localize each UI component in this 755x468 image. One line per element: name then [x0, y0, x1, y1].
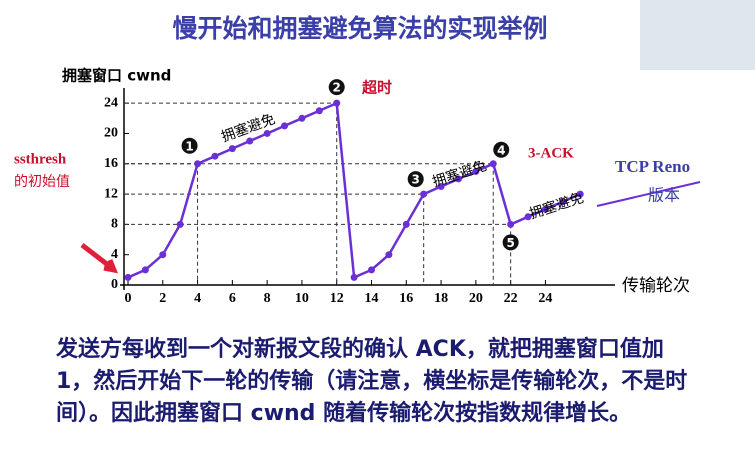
data-point — [211, 152, 219, 160]
data-point — [437, 183, 445, 190]
marker-badge — [502, 234, 519, 251]
data-point — [298, 114, 306, 122]
y-axis-label: 拥塞窗口 cwnd — [62, 67, 171, 85]
annotation: TCP Reno — [615, 157, 690, 176]
data-point — [228, 145, 236, 153]
annotation: ssthresh — [14, 151, 67, 167]
data-point — [420, 190, 428, 198]
data-line — [127, 101, 581, 280]
y-tick-label: 20 — [104, 126, 118, 141]
x-tick-label: 0 — [125, 291, 132, 306]
x-tick-label: 10 — [295, 291, 309, 306]
marker-badge — [328, 79, 345, 96]
video-thumbnail — [640, 0, 755, 70]
data-point — [576, 190, 584, 198]
data-point — [159, 251, 167, 259]
x-tick-label: 24 — [538, 291, 552, 306]
chart-title: 慢开始和拥塞避免算法的实现举例 — [172, 14, 547, 43]
annotation: 超时 — [361, 79, 392, 97]
data-point — [368, 266, 375, 274]
marker-label: 2 — [333, 81, 341, 95]
x-tick-label: 14 — [365, 291, 379, 306]
marker-label: 4 — [497, 143, 505, 157]
x-tick-label: 16 — [399, 291, 413, 306]
data-point — [176, 220, 184, 228]
data-point — [263, 129, 271, 137]
marker-label: 3 — [411, 173, 419, 187]
y-tick-label: 4 — [111, 247, 118, 262]
x-axis-label: 传输轮次 — [622, 276, 690, 296]
x-tick-label: 6 — [229, 291, 236, 306]
x-tick-label: 12 — [330, 291, 344, 306]
data-point — [141, 266, 149, 274]
data-point — [194, 160, 202, 168]
marker-badge — [181, 137, 198, 154]
annotation: 拥塞避免 — [430, 157, 489, 190]
data-point — [524, 213, 532, 221]
data-point — [333, 99, 341, 107]
annotation: 3-ACK — [528, 145, 574, 161]
data-point — [246, 137, 254, 145]
x-tick-label: 4 — [194, 291, 201, 306]
marker-badge — [407, 171, 424, 188]
reno-pointer — [596, 181, 701, 207]
data-point — [454, 175, 462, 183]
data-point — [350, 273, 358, 281]
x-tick-label: 8 — [264, 291, 271, 306]
x-tick-label: 22 — [504, 291, 518, 306]
marker-badge — [493, 141, 510, 158]
y-tick-label: 0 — [111, 277, 118, 292]
data-point — [385, 251, 393, 259]
x-tick-label: 2 — [159, 291, 166, 306]
y-tick-label: 16 — [104, 156, 118, 171]
data-point — [559, 198, 567, 206]
data-point — [281, 122, 289, 130]
marker-label: 1 — [185, 139, 193, 153]
annotation: 版本 — [648, 186, 680, 205]
caption: 发送方每收到一个对新报文段的确认 ACK，就把拥塞窗口值加 1，然后开始下一轮的… — [56, 337, 688, 426]
marker-label: 5 — [506, 236, 514, 250]
annotation: 拥塞避免 — [527, 189, 586, 222]
data-point — [472, 167, 480, 175]
data-point — [489, 160, 497, 168]
arrow — [80, 243, 119, 274]
y-tick-label: 12 — [104, 186, 118, 201]
data-point — [315, 107, 323, 115]
data-point — [402, 220, 410, 228]
data-point — [124, 273, 132, 281]
y-tick-label: 8 — [111, 217, 118, 232]
data-point — [507, 220, 515, 228]
x-tick-label: 18 — [434, 291, 448, 306]
annotation: 的初始值 — [14, 173, 70, 190]
x-tick-label: 20 — [469, 291, 483, 306]
y-tick-label: 24 — [104, 95, 118, 110]
data-point — [541, 205, 549, 213]
